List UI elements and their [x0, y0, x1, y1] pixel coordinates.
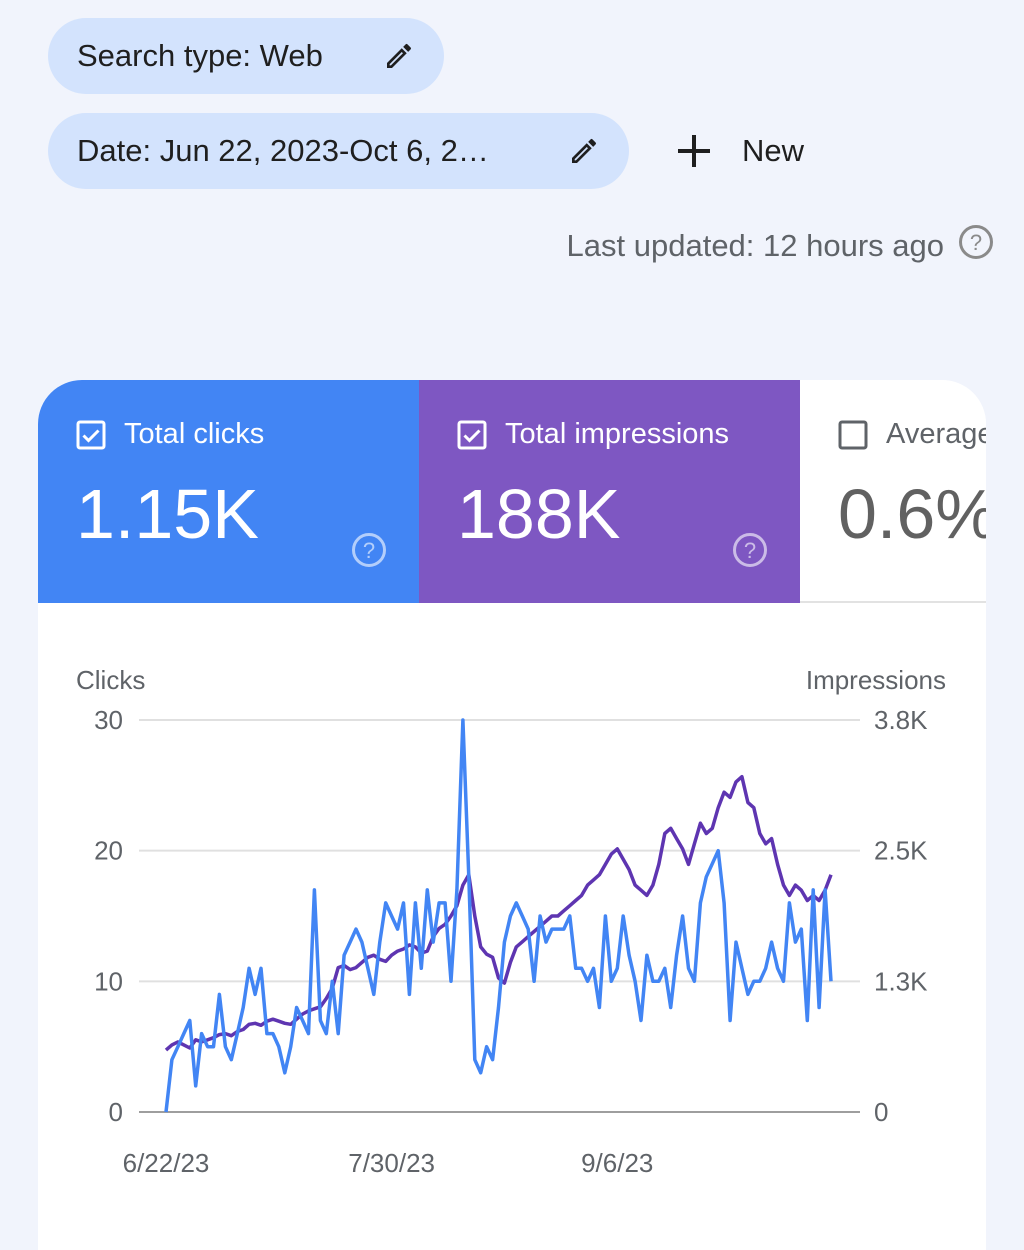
date-filter-chip[interactable]: Date: Jun 22, 2023-Oct 6, 2…: [48, 113, 629, 189]
checkbox-checked-icon[interactable]: [457, 420, 487, 450]
search-type-label: Search type: Web: [77, 38, 323, 73]
x-tick-label: 6/22/23: [123, 1148, 210, 1178]
last-updated-text: Last updated: 12 hours ago: [566, 228, 944, 263]
date-range-label: Date: Jun 22, 2023-Oct 6, 2…: [77, 133, 489, 168]
y-left-axis-title: Clicks: [76, 665, 145, 695]
total-clicks-tile[interactable]: Total clicks 1.15K ?: [38, 380, 419, 603]
new-filter-button[interactable]: New: [670, 113, 804, 189]
search-type-filter-chip[interactable]: Search type: Web: [48, 18, 444, 94]
edit-pencil-icon[interactable]: [567, 134, 601, 168]
help-icon[interactable]: ?: [351, 532, 387, 573]
total-clicks-value: 1.15K: [76, 475, 259, 553]
total-clicks-label: Total clicks: [124, 418, 265, 450]
last-updated: Last updated: 12 hours ago ?: [567, 224, 994, 268]
new-filter-label: New: [742, 133, 805, 168]
performance-card: Total clicks 1.15K ? Total impressions 1…: [38, 380, 986, 1250]
y-right-tick-label: 2.5K: [874, 836, 928, 866]
y-right-tick-label: 1.3K: [874, 966, 928, 996]
y-left-tick-label: 30: [94, 705, 123, 735]
y-left-tick-label: 0: [109, 1097, 123, 1127]
help-icon[interactable]: ?: [958, 224, 994, 268]
y-left-tick-labels: 0 10 20 30: [94, 705, 123, 1127]
checkbox-checked-icon[interactable]: [76, 420, 106, 450]
average-ctr-label: Average CTR: [886, 418, 986, 450]
total-impressions-label: Total impressions: [505, 418, 730, 450]
performance-chart: Clicks Impressions 0 10 20 30 0 1.3K 2.5K 3.8K…: [76, 665, 946, 1178]
clicks-series-line: [164, 718, 833, 1113]
average-ctr-tile[interactable]: Average CTR 0.6%: [800, 380, 986, 603]
plus-icon: [670, 127, 718, 175]
svg-text:?: ?: [363, 538, 375, 563]
total-impressions-tile[interactable]: Total impressions 188K ?: [419, 380, 800, 603]
x-tick-label: 7/30/23: [348, 1148, 435, 1178]
help-icon[interactable]: ?: [732, 532, 768, 573]
svg-text:?: ?: [744, 538, 756, 563]
y-right-tick-label: 0: [874, 1097, 888, 1127]
x-tick-label: 9/6/23: [581, 1148, 653, 1178]
y-right-tick-labels: 0 1.3K 2.5K 3.8K: [874, 705, 928, 1127]
total-impressions-value: 188K: [457, 475, 621, 553]
gridlines: [139, 719, 860, 1113]
checkbox-unchecked-icon[interactable]: [838, 420, 868, 450]
y-right-tick-label: 3.8K: [874, 705, 928, 735]
x-tick-labels: 6/22/23 7/30/23 9/6/23: [123, 1148, 654, 1178]
svg-text:?: ?: [970, 230, 982, 255]
y-right-axis-title: Impressions: [806, 665, 946, 695]
edit-pencil-icon[interactable]: [382, 39, 416, 73]
impressions-series-line: [164, 774, 833, 1052]
y-left-tick-label: 20: [94, 836, 123, 866]
y-left-tick-label: 10: [94, 966, 123, 996]
average-ctr-value: 0.6%: [838, 475, 986, 553]
